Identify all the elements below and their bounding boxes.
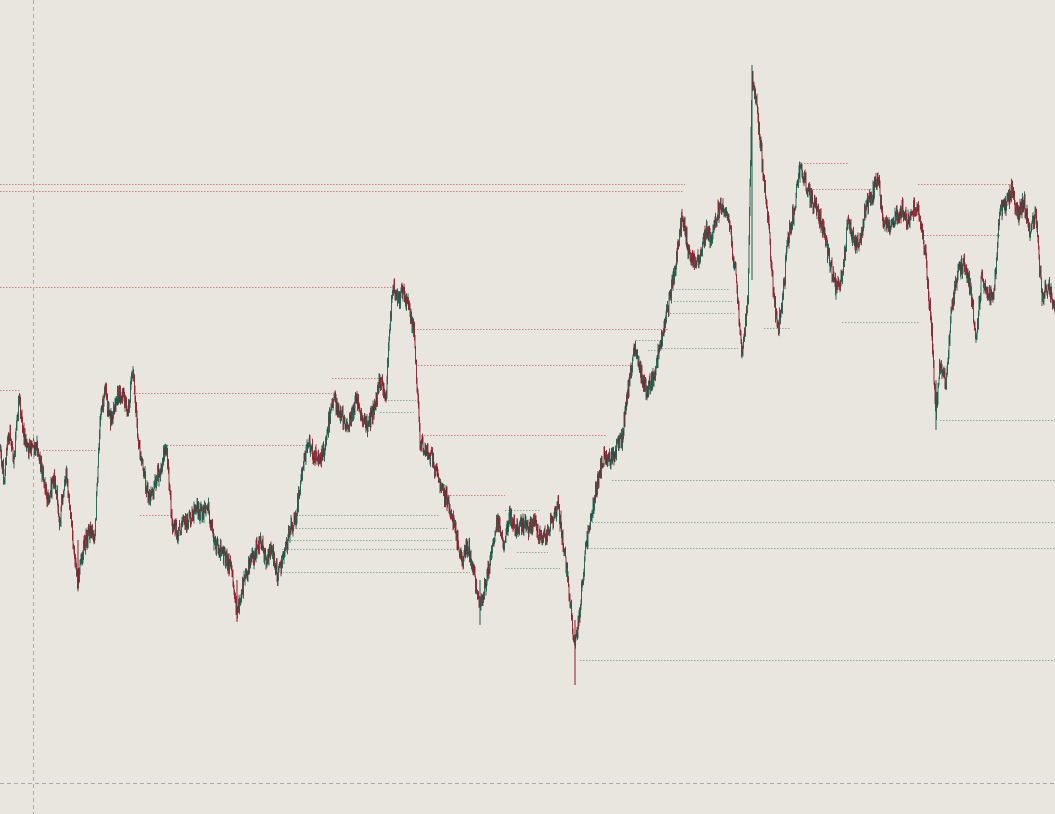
levels-layer bbox=[0, 163, 1055, 661]
price-layer bbox=[0, 65, 1055, 685]
